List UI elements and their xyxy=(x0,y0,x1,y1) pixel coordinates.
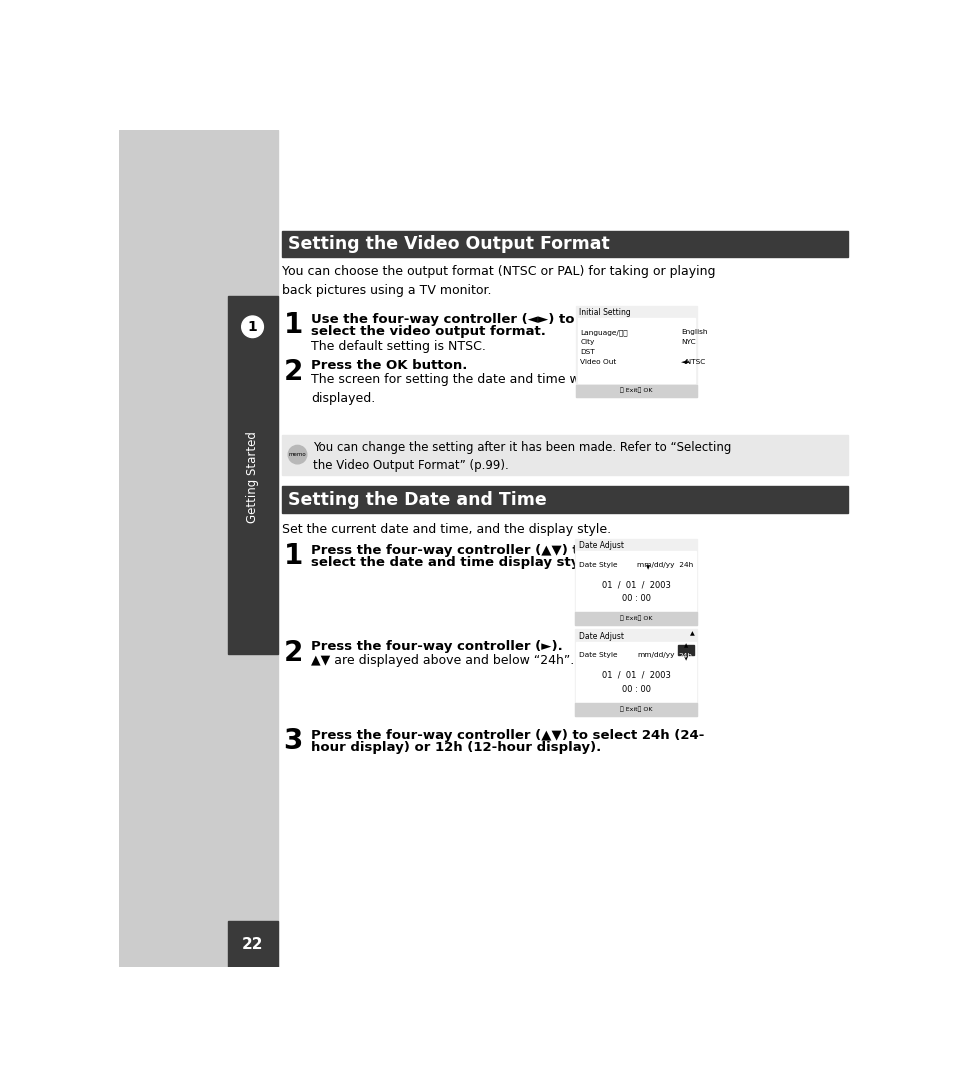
Text: Setting the Date and Time: Setting the Date and Time xyxy=(288,491,546,509)
Text: 1: 1 xyxy=(283,311,302,339)
Text: The default setting is NTSC.: The default setting is NTSC. xyxy=(311,340,486,353)
Text: 22: 22 xyxy=(241,937,263,952)
Bar xyxy=(576,554,695,564)
Text: Press the four-way controller (▲▼) to select 24h (24-: Press the four-way controller (▲▼) to se… xyxy=(311,728,704,741)
Text: Use the four-way controller (◄►) to: Use the four-way controller (◄►) to xyxy=(311,313,575,326)
Text: 2: 2 xyxy=(283,639,303,666)
Bar xyxy=(576,385,696,397)
Text: 00 : 00: 00 : 00 xyxy=(621,594,650,603)
Bar xyxy=(282,230,847,258)
Text: Press the OK button.: Press the OK button. xyxy=(311,359,467,372)
Text: Getting Started: Getting Started xyxy=(246,432,259,523)
Text: mm/dd/yy: mm/dd/yy xyxy=(637,652,674,659)
Text: Press the four-way controller (►).: Press the four-way controller (►). xyxy=(311,640,562,653)
Text: Date Adjust: Date Adjust xyxy=(578,541,623,550)
Bar xyxy=(576,630,626,641)
Bar xyxy=(678,645,693,654)
Text: You can choose the output format (NTSC or PAL) for taking or playing
back pictur: You can choose the output format (NTSC o… xyxy=(282,265,715,297)
Text: ▲: ▲ xyxy=(690,630,695,636)
Bar xyxy=(228,296,278,654)
Text: 1: 1 xyxy=(283,542,302,571)
Bar xyxy=(119,130,278,967)
Bar xyxy=(282,486,847,513)
Bar xyxy=(578,351,683,362)
Text: ▲▼ are displayed above and below “24h”.: ▲▼ are displayed above and below “24h”. xyxy=(311,654,574,667)
Text: Date Style: Date Style xyxy=(578,562,617,567)
Text: NYC: NYC xyxy=(680,339,695,345)
Text: ►: ► xyxy=(684,359,690,365)
Bar xyxy=(576,645,695,654)
Bar xyxy=(575,629,697,715)
Text: hour display) or 12h (12-hour display).: hour display) or 12h (12-hour display). xyxy=(311,741,601,754)
Text: 2: 2 xyxy=(283,358,303,386)
Text: ▼: ▼ xyxy=(683,657,687,661)
Text: Date Style: Date Style xyxy=(578,652,617,659)
Text: You can change the setting after it has been made. Refer to “Selecting
the Video: You can change the setting after it has … xyxy=(313,440,731,472)
Text: Ⓜ ExitⓈ OK: Ⓜ ExitⓈ OK xyxy=(619,388,652,393)
Text: Set the current date and time, and the display style.: Set the current date and time, and the d… xyxy=(282,523,611,536)
Text: mm/dd/yy  24h: mm/dd/yy 24h xyxy=(637,562,693,567)
Text: ◄NTSC: ◄NTSC xyxy=(680,359,705,365)
Bar xyxy=(674,345,680,351)
Bar xyxy=(576,641,695,702)
Text: ▲: ▲ xyxy=(683,644,687,648)
Bar xyxy=(575,538,697,625)
Text: 24h: 24h xyxy=(679,652,692,659)
Text: select the date and time display style.: select the date and time display style. xyxy=(311,557,598,570)
Text: English: English xyxy=(680,329,707,335)
Bar xyxy=(576,540,626,551)
Text: Press the four-way controller (▲▼) to: Press the four-way controller (▲▼) to xyxy=(311,544,588,557)
Bar xyxy=(575,703,697,715)
Bar xyxy=(578,308,630,318)
Text: Date Adjust: Date Adjust xyxy=(578,632,623,641)
Circle shape xyxy=(288,446,307,464)
Text: Ⓜ ExitⓈ OK: Ⓜ ExitⓈ OK xyxy=(619,707,652,712)
Text: 1: 1 xyxy=(248,320,257,334)
Bar xyxy=(576,307,696,397)
Text: Video Out: Video Out xyxy=(579,359,616,365)
Bar xyxy=(282,435,847,475)
Circle shape xyxy=(241,316,263,338)
Text: Ⓜ ExitⓈ OK: Ⓜ ExitⓈ OK xyxy=(619,616,652,622)
Text: ▼: ▼ xyxy=(646,565,650,571)
Text: Initial Setting: Initial Setting xyxy=(578,309,630,317)
Text: memo: memo xyxy=(289,452,306,458)
Text: DST: DST xyxy=(579,349,595,355)
Text: 3: 3 xyxy=(283,727,303,755)
Bar xyxy=(228,921,278,967)
Text: select the video output format.: select the video output format. xyxy=(311,325,546,338)
Bar xyxy=(575,612,697,625)
Text: Setting the Video Output Format: Setting the Video Output Format xyxy=(288,236,609,253)
Text: Language/言語: Language/言語 xyxy=(579,329,627,336)
Text: City: City xyxy=(579,339,594,345)
Bar xyxy=(578,318,695,383)
Text: 01  /  01  /  2003: 01 / 01 / 2003 xyxy=(601,580,670,589)
Text: 00 : 00: 00 : 00 xyxy=(621,685,650,694)
Text: The screen for setting the date and time will be
displayed.: The screen for setting the date and time… xyxy=(311,373,610,405)
Text: 01  /  01  /  2003: 01 / 01 / 2003 xyxy=(601,671,670,680)
Bar xyxy=(576,551,695,611)
